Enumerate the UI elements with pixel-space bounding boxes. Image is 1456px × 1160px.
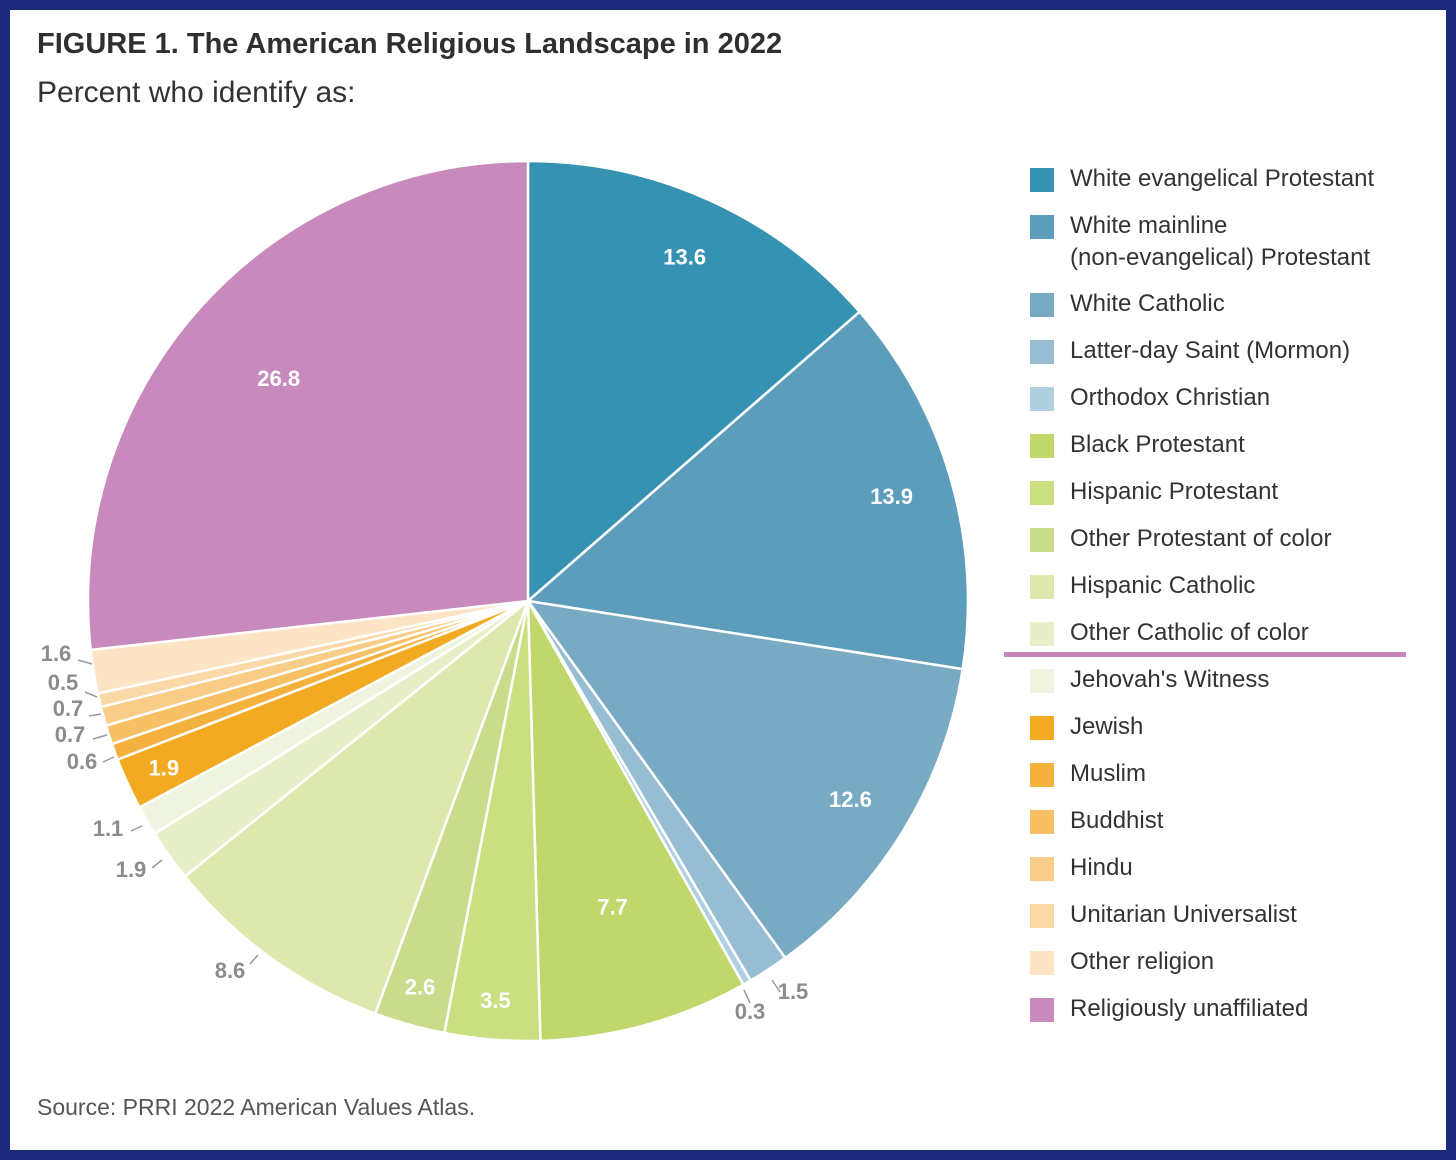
data-label-unitarian-universalist: 0.5 (48, 670, 79, 695)
chart-subtitle: Percent who identify as: (37, 76, 356, 109)
source-note: Source: PRRI 2022 American Values Atlas. (37, 1094, 476, 1120)
legend-label: Jewish (1070, 713, 1144, 740)
legend-label: Religiously unaffiliated (1070, 995, 1309, 1022)
legend-label: Orthodox Christian (1070, 384, 1271, 411)
data-label-jewish: 1.9 (149, 755, 180, 780)
legend-label: Muslim (1070, 760, 1146, 787)
data-label-hispanic-protestant: 3.5 (480, 988, 511, 1013)
data-label-jehovah-s-witness: 1.1 (93, 816, 124, 841)
data-label-hispanic-catholic: 8.6 (215, 958, 246, 983)
legend-swatch (1030, 340, 1054, 364)
legend-label: Black Protestant (1070, 431, 1245, 458)
pie-slice-hispanic-catholic (183, 599, 530, 1015)
data-label-hindu: 0.7 (53, 696, 84, 721)
leader-line-hindu (88, 713, 102, 717)
legend-swatch (1030, 215, 1054, 239)
data-label-other-religion: 1.6 (41, 641, 72, 666)
leader-line-unitarian-universalist (84, 691, 98, 698)
legend-swatch (1030, 622, 1054, 646)
data-label-other-catholic-of-color: 1.9 (116, 857, 147, 882)
legend-label: Other Catholic of color (1070, 619, 1309, 646)
legend-swatch (1030, 810, 1054, 834)
legend-swatch (1030, 998, 1054, 1022)
legend-label: White evangelical Protestant (1070, 165, 1375, 192)
chart-title: FIGURE 1. The American Religious Landsca… (37, 28, 783, 60)
data-label-orthodox-christian: 0.3 (735, 999, 766, 1024)
pie-slice-white-evangelical-protestant (526, 159, 861, 603)
legend-swatch (1030, 528, 1054, 552)
data-label-other-protestant-of-color: 2.6 (405, 975, 436, 1000)
leader-line-other-catholic-of-color (151, 859, 163, 869)
data-label-black-protestant: 7.7 (597, 894, 628, 919)
legend-divider (1004, 652, 1406, 657)
leader-line-other-religion (77, 659, 93, 665)
data-label-buddhist: 0.7 (55, 722, 86, 747)
legend-swatch (1030, 387, 1054, 411)
legend-label: White Catholic (1070, 290, 1225, 317)
legend-label: Hindu (1070, 854, 1133, 881)
legend-label: White mainline (non-evangelical) Protesta… (1070, 212, 1371, 271)
legend-label: Hispanic Catholic (1070, 572, 1256, 599)
leader-line-latter-day-saint-mormon (771, 979, 781, 993)
legend-swatch (1030, 857, 1054, 881)
leader-line-orthodox-christian (743, 989, 751, 1004)
legend-swatch (1030, 716, 1054, 740)
legend-label: Latter-day Saint (Mormon) (1070, 337, 1351, 364)
data-label-muslim: 0.6 (67, 749, 98, 774)
legend-label: Unitarian Universalist (1070, 901, 1297, 928)
legend-swatch (1030, 575, 1054, 599)
data-label-religiously-unaffiliated: 26.8 (257, 366, 300, 391)
legend-swatch (1030, 669, 1054, 693)
data-label-white-evangelical-protestant: 13.6 (663, 245, 706, 270)
pie-slice-religiously-unaffiliated (86, 159, 530, 652)
legend-swatch (1030, 168, 1054, 192)
legend-label: Jehovah's Witness (1070, 666, 1270, 693)
legend-swatch (1030, 904, 1054, 928)
leader-line-buddhist (92, 734, 108, 740)
data-label-white-mainline-non-evangelical-protestant: 13.9 (870, 484, 913, 509)
data-label-latter-day-saint-mormon: 1.5 (778, 979, 809, 1004)
data-label-white-catholic: 12.6 (829, 787, 872, 812)
legend-label: Other Protestant of color (1070, 525, 1332, 552)
legend-swatch (1030, 763, 1054, 787)
legend-label: Other religion (1070, 948, 1215, 975)
leader-line-jehovah-s-witness (130, 825, 143, 832)
legend-label: Hispanic Protestant (1070, 478, 1279, 505)
legend-swatch (1030, 293, 1054, 317)
leader-line-hispanic-catholic (249, 954, 259, 965)
pie-slice-white-mainline-non-evangelical-protestant (526, 310, 970, 671)
pie-slice-white-catholic (526, 599, 964, 960)
leader-line-muslim (102, 756, 115, 763)
legend-swatch (1030, 481, 1054, 505)
legend-label: Buddhist (1070, 807, 1164, 834)
legend-swatch (1030, 434, 1054, 458)
pie-slice-black-protestant (526, 599, 745, 1043)
legend-swatch (1030, 951, 1054, 975)
